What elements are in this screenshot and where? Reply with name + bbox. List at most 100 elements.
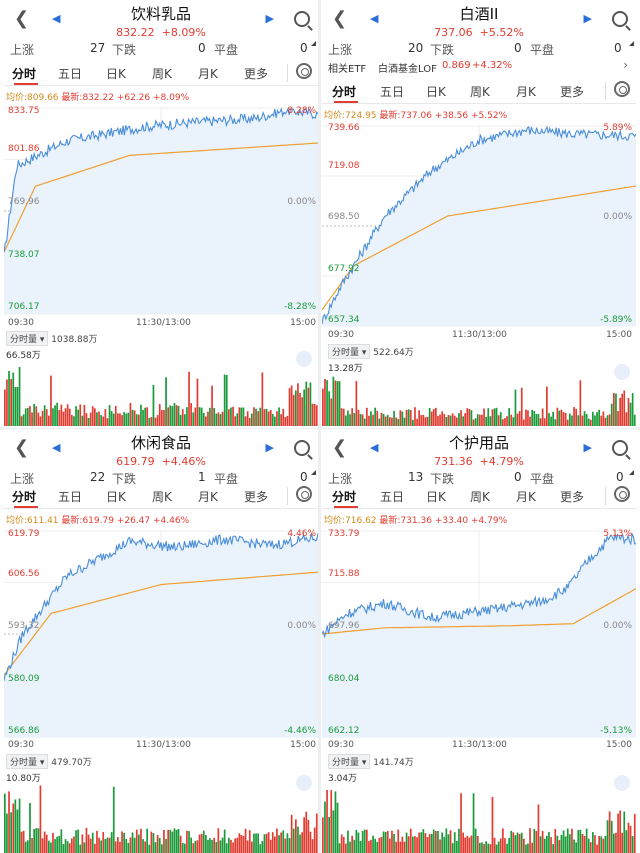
volume-bar [43,831,46,853]
volume-bar [41,410,44,426]
settings-gear-icon[interactable] [296,63,312,79]
volume-bar [108,405,111,426]
volume-bar [527,410,529,426]
settings-gear-icon[interactable] [614,486,630,502]
refresh-chip-icon[interactable] [296,775,312,791]
tab-intraday[interactable]: 分时 [12,490,37,504]
period-tabs: 分时 五日 日K 周K 月K 更多 [322,483,636,509]
volume-bar [179,414,182,426]
search-icon[interactable] [612,11,628,27]
time-end: 15:00 [606,330,632,340]
volume-bar [376,841,379,853]
volume-bar [89,838,92,853]
tab-daily-k[interactable]: 日K [426,85,446,99]
volume-bar [169,829,172,853]
volume-bar [68,408,71,426]
volume-type-dropdown[interactable]: 分时量 ▾ [328,754,371,769]
chevron-right-icon[interactable]: › [623,58,628,72]
active-tab-indicator [14,83,38,85]
next-triangle-icon[interactable]: ▶ [583,12,592,25]
volume-bar [326,789,328,853]
tab-daily-k[interactable]: 日K [106,490,126,504]
volume-bar [334,380,337,426]
expand-corner-icon[interactable] [311,470,316,475]
next-triangle-icon[interactable]: ▶ [265,441,274,454]
tab-5day[interactable]: 五日 [58,490,83,504]
volume-bar [125,839,128,853]
refresh-chip-icon[interactable] [614,775,630,791]
volume-bar [472,419,475,426]
volume-bar [309,382,312,426]
volume-bar [460,793,462,853]
expand-corner-icon[interactable] [629,470,634,475]
volume-bar [533,411,536,426]
tab-more[interactable]: 更多 [244,490,269,504]
next-triangle-icon[interactable]: ▶ [265,12,274,25]
tab-more[interactable]: 更多 [560,490,585,504]
volume-header: 分时量 ▾ 1038.88万 [6,331,98,346]
refresh-chip-icon[interactable] [296,351,312,367]
back-chevron-icon[interactable]: ❮ [14,8,30,29]
volume-bar [146,407,148,426]
volume-bar [112,786,115,853]
tab-monthly-k[interactable]: 月K [198,67,218,81]
search-icon[interactable] [612,440,628,456]
back-chevron-icon[interactable]: ❮ [14,437,30,458]
expand-corner-icon[interactable] [629,41,634,46]
up-label: 上涨 [10,43,35,57]
volume-bar [60,404,63,426]
tab-intraday[interactable]: 分时 [332,490,357,504]
volume-bar [129,837,132,853]
tab-weekly-k[interactable]: 周K [470,490,490,504]
tab-5day[interactable]: 五日 [58,67,83,81]
volume-bar [150,831,153,853]
expand-corner-icon[interactable] [311,41,316,46]
settings-gear-icon[interactable] [614,81,630,97]
price: 737.06 [434,26,473,39]
panel-beverage-dairy: ❮ ◀ 饮料乳品 832.22 +8.09% ▶ 上涨 27 下跌 0 平盘 0… [4,0,318,428]
avg-line-info: 均价:724.95 最新:737.06 +38.56 +5.52% [324,108,507,121]
flat-label: 平盘 [214,472,239,486]
volume-bar [485,416,487,426]
volume-type-dropdown[interactable]: 分时量 ▾ [6,754,49,769]
volume-bar [631,836,634,853]
prev-triangle-icon[interactable]: ◀ [370,441,379,454]
settings-gear-icon[interactable] [296,486,312,502]
tab-weekly-k[interactable]: 周K [152,67,172,81]
tab-intraday[interactable]: 分时 [332,85,357,99]
tab-daily-k[interactable]: 日K [426,490,446,504]
volume-max-label: 13.28万 [328,364,363,374]
volume-type-dropdown[interactable]: 分时量 ▾ [328,344,371,359]
back-chevron-icon[interactable]: ❮ [332,437,348,458]
tab-5day[interactable]: 五日 [380,85,405,99]
volume-bar [606,415,609,426]
tab-monthly-k[interactable]: 月K [516,490,536,504]
related-etf-row[interactable]: 相关ETF 白酒基金LOF 0.869 +4.32% › [322,57,636,77]
volume-bar [405,832,408,853]
tab-daily-k[interactable]: 日K [106,67,126,81]
tab-intraday[interactable]: 分时 [12,67,37,81]
volume-bar [493,408,496,426]
tab-5day[interactable]: 五日 [380,490,405,504]
volume-type-dropdown[interactable]: 分时量 ▾ [6,331,49,346]
volume-bar [146,828,148,853]
back-chevron-icon[interactable]: ❮ [332,8,348,29]
tab-weekly-k[interactable]: 周K [470,85,490,99]
next-triangle-icon[interactable]: ▶ [583,441,592,454]
volume-bar [491,409,494,426]
prev-triangle-icon[interactable]: ◀ [52,12,61,25]
volume-bar [338,843,341,853]
tab-weekly-k[interactable]: 周K [152,490,172,504]
volume-bar [571,828,573,853]
tab-monthly-k[interactable]: 月K [198,490,218,504]
search-icon[interactable] [294,11,310,27]
tab-monthly-k[interactable]: 月K [516,85,536,99]
volume-bar [366,407,368,426]
tab-more[interactable]: 更多 [244,67,269,81]
tab-more[interactable]: 更多 [560,85,585,99]
refresh-chip-icon[interactable] [614,364,630,380]
prev-triangle-icon[interactable]: ◀ [370,12,379,25]
search-icon[interactable] [294,440,310,456]
prev-triangle-icon[interactable]: ◀ [52,441,61,454]
volume-bar [303,817,305,853]
